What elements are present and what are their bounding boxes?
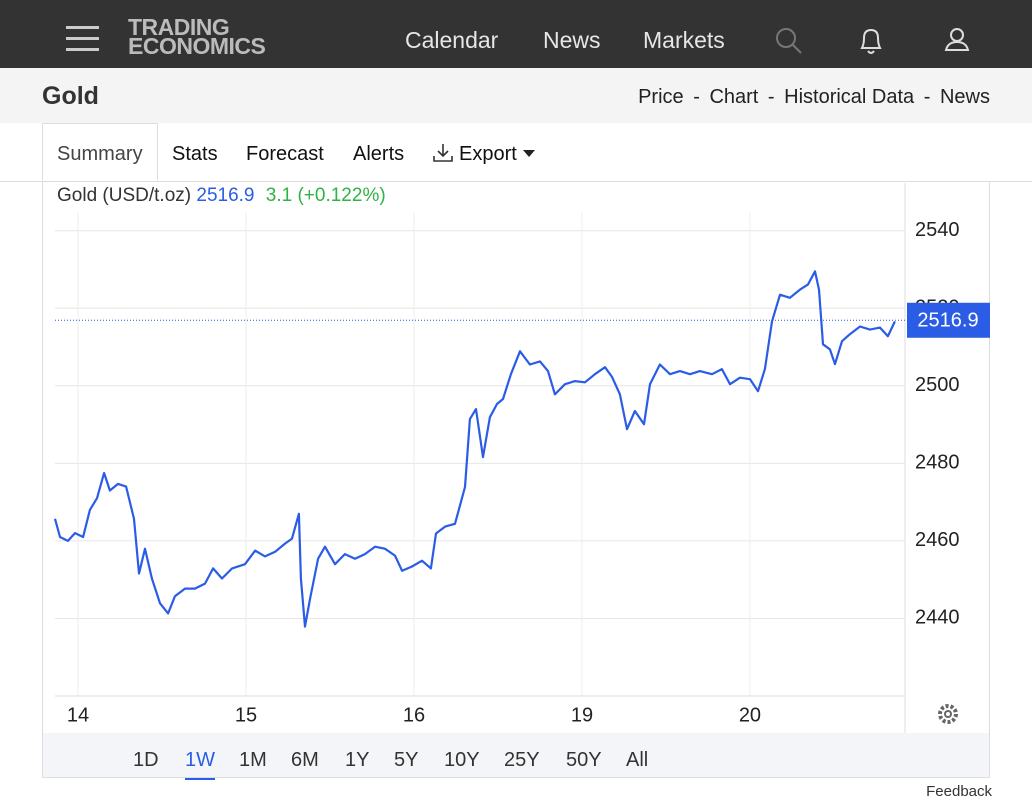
tab[interactable]: Stats	[172, 143, 218, 165]
link[interactable]: Chart	[709, 86, 759, 108]
range-button[interactable]: 1W	[185, 749, 215, 780]
gear-hole	[944, 710, 952, 718]
range-button[interactable]: All	[626, 749, 649, 771]
y-tick-label: 2500	[915, 374, 960, 396]
range-button[interactable]: 6M	[291, 749, 319, 771]
nav-link[interactable]: News	[543, 27, 601, 53]
price-line	[53, 270, 896, 628]
last-price-box	[907, 302, 990, 338]
feedback-link[interactable]: Feedback	[926, 783, 992, 800]
tabs: Summary Stats Forecast Alerts Export	[0, 123, 1032, 182]
sub-header: Gold Price - Chart - Historical Data - N…	[0, 68, 1032, 123]
range-bar: 1D 1W 1M 6M 1Y 5Y 10Y 25Y 50Y All	[43, 733, 989, 780]
y-tick-label: 2460	[915, 529, 960, 551]
legend: Gold (USD/t.oz) 2516.9 3.1 (+0.122%)	[57, 185, 386, 207]
range-button[interactable]: 1M	[239, 749, 267, 771]
link[interactable]: News	[939, 86, 990, 108]
x-tick-label: 14	[67, 704, 89, 726]
y-tick-label: 2540	[915, 219, 960, 241]
tab[interactable]: Alerts	[353, 143, 405, 165]
icons	[776, 28, 970, 54]
chart-frame	[42, 181, 990, 778]
series-name: Gold (USD/t.oz)	[57, 185, 192, 206]
section-links: Price - Chart - Historical Data - News	[634, 86, 990, 109]
range-button[interactable]: 10Y	[444, 749, 480, 771]
gear-ring	[938, 704, 958, 724]
x-tick-label: 19	[571, 704, 593, 726]
menu-button[interactable]	[66, 26, 99, 59]
range-button[interactable]: 1Y	[345, 749, 370, 771]
last-price-label: 2516.9	[917, 310, 978, 332]
nav-link[interactable]: Markets	[643, 27, 725, 53]
tab[interactable]: Summary	[42, 123, 158, 181]
range-button[interactable]: 50Y	[566, 749, 602, 771]
x-tick-label: 20	[739, 704, 761, 726]
caret	[523, 150, 535, 157]
download-icon	[433, 144, 453, 162]
x-tick-label: 15	[235, 704, 257, 726]
separator: -	[767, 86, 775, 108]
last-value: 2516.9	[196, 185, 255, 206]
bell-icon[interactable]	[860, 28, 882, 54]
tab[interactable]: Export	[459, 143, 517, 165]
separator: -	[693, 86, 700, 108]
x-tick-label: 16	[403, 704, 425, 726]
range-button[interactable]: 25Y	[504, 749, 540, 771]
y-tick-label: 2480	[915, 452, 960, 474]
settings-icon[interactable]	[938, 704, 958, 724]
search-icon[interactable]	[776, 28, 802, 54]
link[interactable]: Price	[638, 86, 684, 108]
page-title: Gold	[42, 82, 99, 110]
logo-line: ECONOMICS	[128, 33, 266, 59]
range-button[interactable]: 1D	[133, 749, 159, 771]
tab[interactable]: Forecast	[246, 143, 324, 165]
change: 3.1 (+0.122%)	[265, 185, 386, 206]
top-bar: TRADING ECONOMICS Calendar News Markets	[0, 0, 1032, 68]
nav-link[interactable]: Calendar	[405, 27, 499, 53]
logo[interactable]: TRADING ECONOMICS	[128, 14, 266, 59]
y-tick-label: 2440	[915, 607, 960, 629]
logo-line: TRADING	[128, 14, 230, 40]
link[interactable]: Historical Data	[784, 86, 915, 108]
range-button[interactable]: 5Y	[394, 749, 419, 771]
separator: -	[923, 86, 931, 108]
user-icon[interactable]	[944, 28, 970, 51]
